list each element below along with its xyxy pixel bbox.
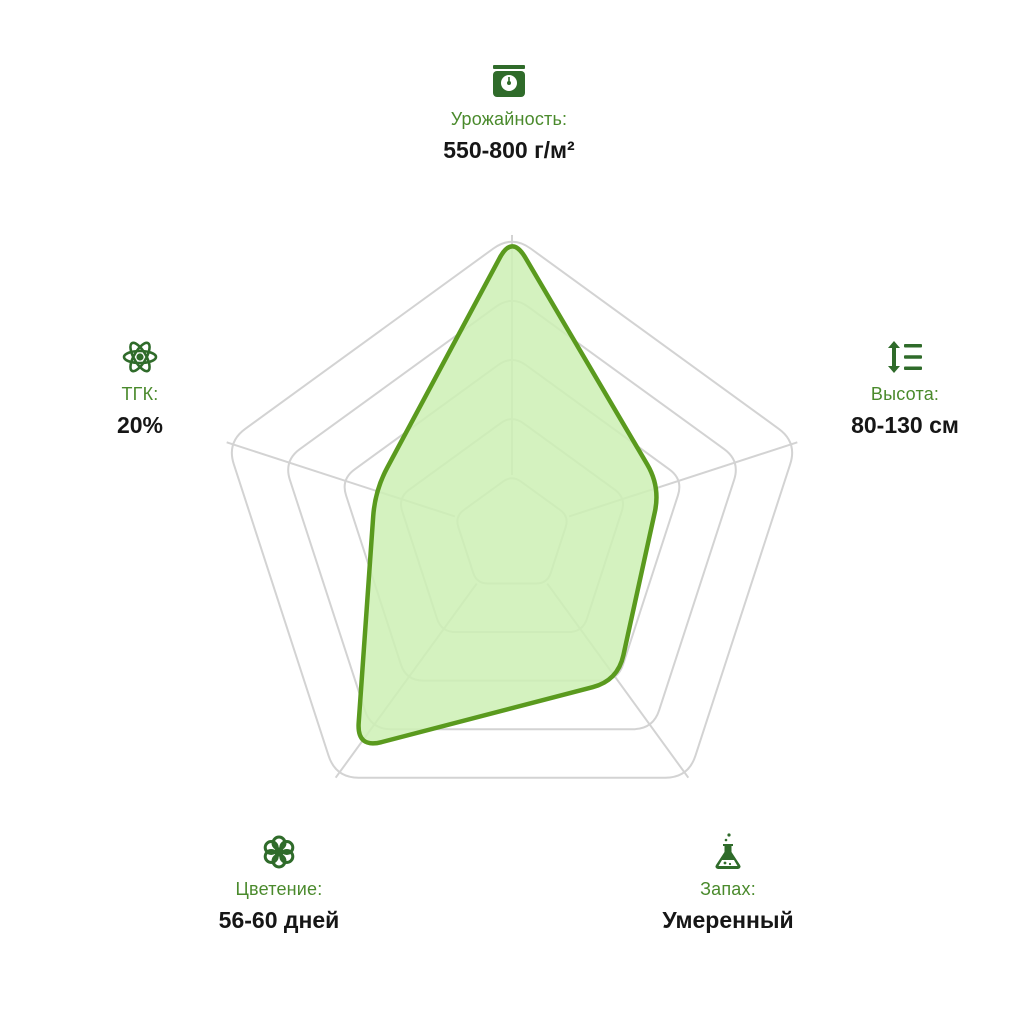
- axis-label: Урожайность:: [450, 109, 568, 129]
- data-area: [356, 244, 659, 746]
- grid-ring: [230, 240, 794, 779]
- axis-height: Высота: 80-130 см: [775, 337, 1020, 440]
- axis-value: Умеренный: [662, 907, 794, 933]
- axis-thc: ТГК: 20%: [10, 337, 270, 440]
- axis-label: Цветение:: [235, 879, 323, 899]
- flask-icon: [715, 833, 741, 869]
- axis-value: 56-60 дней: [218, 907, 340, 933]
- axis-flowering: Цветение: 56-60 дней: [149, 832, 409, 935]
- flower-icon: [263, 835, 295, 869]
- scale-icon: [493, 65, 525, 97]
- axis-value: 80-130 см: [851, 412, 959, 438]
- atom-icon: [122, 341, 158, 373]
- axis-value: 20%: [116, 412, 164, 438]
- radar-data: [356, 234, 661, 749]
- axis-value: 550-800 г/м²: [443, 137, 575, 163]
- axis-label: ТГК:: [121, 384, 159, 404]
- axis-label: Высота:: [870, 384, 940, 404]
- axis-smell: Запах: Умеренный: [598, 832, 858, 935]
- height-icon: [888, 341, 922, 373]
- axis-label: Запах:: [700, 879, 756, 899]
- axis-yield: Урожайность: 550-800 г/м²: [379, 62, 639, 165]
